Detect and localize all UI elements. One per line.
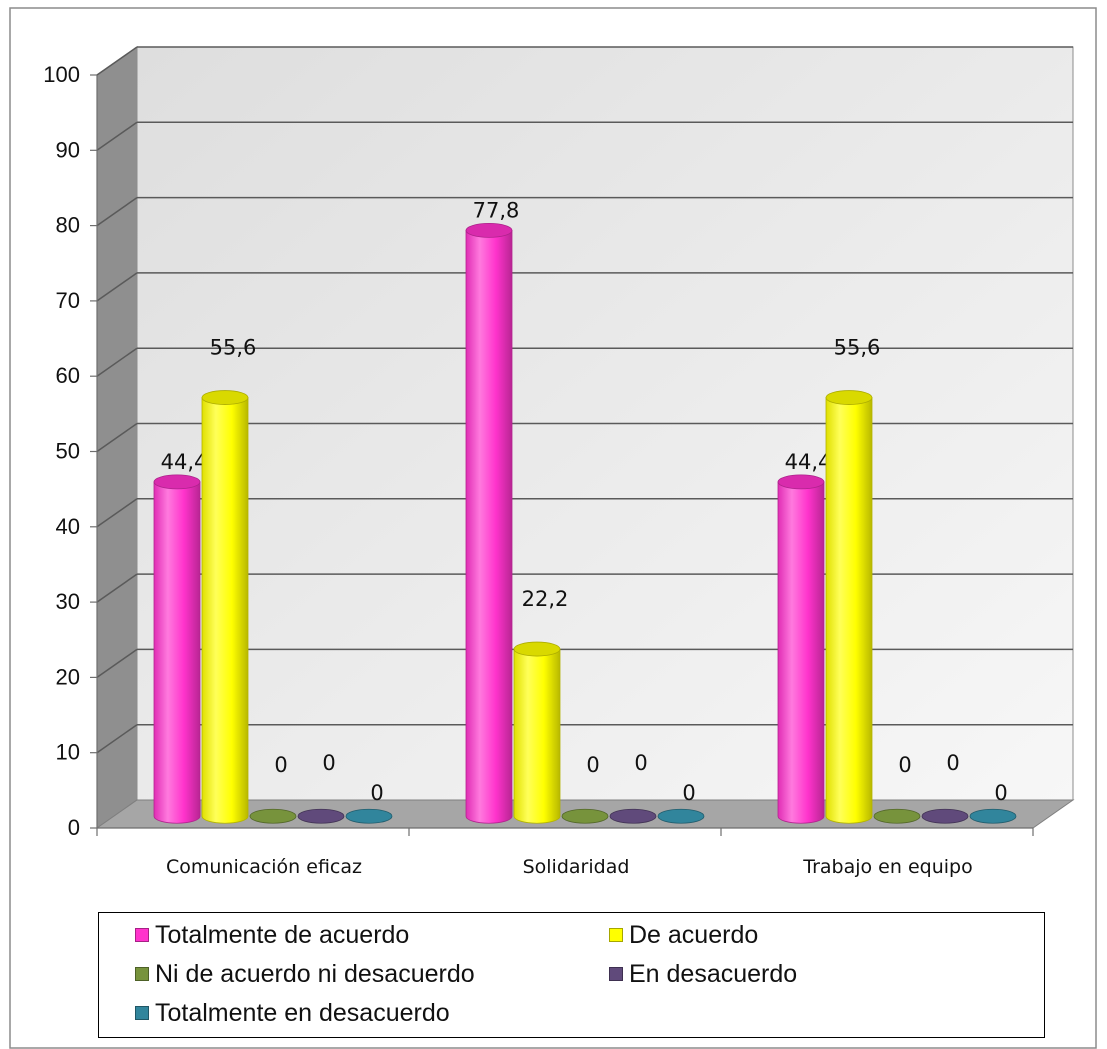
data-label: 0 <box>946 751 959 775</box>
y-tick-label: 0 <box>68 815 80 840</box>
x-category-label: Solidaridad <box>523 856 630 878</box>
y-tick-label: 20 <box>56 664 80 689</box>
data-label: 44,4 <box>161 450 208 474</box>
bar-top <box>657 808 705 824</box>
bar <box>921 808 969 824</box>
legend-item-totalmente-de-acuerdo: Totalmente de acuerdo <box>135 919 409 951</box>
y-tick-label: 40 <box>56 514 80 539</box>
legend: Totalmente de acuerdo De acuerdo Ni de a… <box>98 912 1045 1038</box>
bar-body <box>465 230 513 824</box>
y-tick-label: 60 <box>56 363 80 388</box>
bar <box>561 808 609 824</box>
bar-top <box>561 808 609 824</box>
bar <box>297 808 345 824</box>
data-label: 0 <box>322 751 335 775</box>
bar-body <box>153 481 201 824</box>
gridline-side <box>96 347 138 377</box>
legend-label: Totalmente en desacuerdo <box>155 998 450 1027</box>
y-tick-label: 50 <box>56 439 80 464</box>
bar <box>465 223 513 824</box>
gridline-side <box>96 196 138 227</box>
y-tick-label: 100 <box>43 62 80 87</box>
bar <box>345 808 393 824</box>
data-label: 0 <box>898 753 911 777</box>
bar-top <box>153 474 201 490</box>
legend-label: Totalmente de acuerdo <box>155 920 410 949</box>
bar <box>657 808 705 824</box>
data-label: 77,8 <box>473 198 520 222</box>
data-label: 55,6 <box>834 336 881 360</box>
bar-top <box>609 808 657 824</box>
gridline-side <box>96 121 138 151</box>
legend-item-en-desacuerdo: En desacuerdo <box>609 958 797 990</box>
bar <box>777 474 825 824</box>
bar-top <box>873 808 921 824</box>
gridline-side <box>96 498 138 528</box>
legend-swatch-en-desacuerdo <box>609 967 623 981</box>
y-tick-label: 10 <box>56 740 80 765</box>
data-label: 0 <box>274 753 287 777</box>
data-label: 0 <box>682 781 695 805</box>
bar-top <box>201 390 249 405</box>
bar <box>153 474 201 824</box>
bar-top <box>297 808 345 824</box>
bar-body <box>513 648 561 824</box>
data-label: 44,4 <box>785 450 832 474</box>
x-category-label: Comunicación eficaz <box>166 856 362 878</box>
bar-top <box>969 808 1017 824</box>
bar-top <box>465 223 513 238</box>
y-tick-label: 80 <box>56 213 80 238</box>
bar <box>513 641 561 824</box>
legend-label: En desacuerdo <box>629 959 798 988</box>
bar-body <box>201 397 249 824</box>
legend-item-totalmente-en-desacuerdo: Totalmente en desacuerdo <box>135 997 450 1029</box>
gridline-side <box>96 724 138 754</box>
bar-body <box>777 481 825 824</box>
data-label: 0 <box>634 751 647 775</box>
gridline-side <box>96 573 138 603</box>
legend-swatch-de-acuerdo <box>609 928 623 942</box>
bar-top <box>777 474 825 490</box>
bar-body <box>825 397 873 824</box>
legend-item-de-acuerdo: De acuerdo <box>609 919 758 951</box>
y-tick-label: 90 <box>56 137 80 162</box>
y-tick-label: 70 <box>56 288 80 313</box>
x-category-label: Trabajo en equipo <box>802 856 972 878</box>
legend-swatch-totalmente-en-desacuerdo <box>135 1006 149 1020</box>
data-label: 0 <box>370 781 383 805</box>
bar <box>825 390 873 824</box>
bar <box>249 808 297 824</box>
data-label: 0 <box>586 753 599 777</box>
legend-swatch-ni-de-acuerdo-ni-desacuerdo <box>135 967 149 981</box>
bar <box>609 808 657 824</box>
y-tick-label: 30 <box>56 589 80 614</box>
legend-item-ni-de-acuerdo-ni-desacuerdo: Ni de acuerdo ni desacuerdo <box>135 958 475 990</box>
gridline-side <box>96 272 138 302</box>
data-label: 55,6 <box>210 336 257 360</box>
bar-top <box>249 808 297 824</box>
bar <box>873 808 921 824</box>
bar <box>201 390 249 824</box>
bar-top <box>921 808 969 824</box>
bar-top <box>513 641 561 657</box>
gridline-side <box>96 422 138 453</box>
legend-label: De acuerdo <box>629 920 759 949</box>
bar <box>969 808 1017 824</box>
legend-label: Ni de acuerdo ni desacuerdo <box>155 959 475 988</box>
bar-top <box>825 390 873 405</box>
gridline-side <box>96 648 138 679</box>
legend-swatch-totalmente-de-acuerdo <box>135 928 149 942</box>
gridline-side <box>96 46 138 76</box>
data-label: 0 <box>994 781 1007 805</box>
bar-top <box>345 808 393 824</box>
data-label: 22,2 <box>522 587 569 611</box>
